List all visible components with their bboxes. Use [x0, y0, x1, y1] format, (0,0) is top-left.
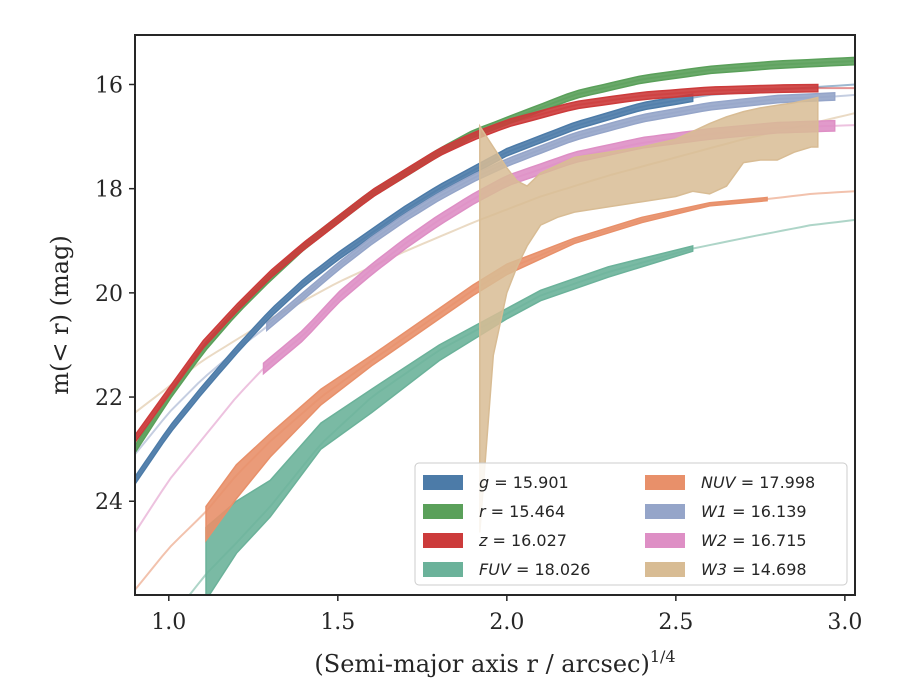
- legend-label-w2: W2 = 16.715: [701, 531, 807, 550]
- y-tick-label: 20: [95, 282, 123, 307]
- x-axis-label: (Semi-major axis r / arcsec)1/4: [314, 647, 675, 678]
- legend-box: [414, 462, 848, 586]
- x-tick-label: 1.5: [320, 610, 355, 635]
- series-w1-measured-band: [266, 92, 836, 333]
- x-tick-label: 1.0: [151, 610, 186, 635]
- series-fuv-measured-band: [205, 245, 694, 595]
- legend-swatch-w3: [645, 562, 685, 577]
- x-axis: 1.0 1.5 2.0 2.5 3.0: [151, 595, 862, 635]
- legend-label-w1: W1 = 16.139: [701, 502, 807, 521]
- legend-swatch-fuv: [423, 562, 463, 577]
- legend-swatch-w2: [645, 533, 685, 548]
- legend-swatch-nuv: [645, 475, 685, 490]
- legend-swatch-r: [423, 504, 463, 519]
- y-tick-label: 22: [95, 386, 123, 411]
- y-tick-label: 24: [95, 490, 123, 515]
- legend-swatch-g: [423, 475, 463, 490]
- y-axis-label: m(< r) (mag): [46, 235, 74, 394]
- legend: g = 15.901 r = 15.464 z = 16.027 FUV = 18.0…: [414, 462, 848, 586]
- y-tick-label: 16: [95, 73, 123, 98]
- x-tick-label: 2.0: [489, 610, 524, 635]
- series-g-measured-band: [135, 93, 694, 486]
- series-w3-measured-band: [479, 96, 819, 533]
- legend-label-g: g = 15.901: [479, 473, 569, 492]
- legend-label-r: r = 15.464: [479, 502, 565, 521]
- legend-label-w3: W3 = 14.698: [701, 560, 807, 579]
- series-z-measured-band: [135, 83, 819, 444]
- series-nuv-measured-band: [205, 196, 768, 543]
- plot-area: [135, 56, 855, 595]
- legend-label-fuv: FUV = 18.026: [479, 560, 590, 579]
- axes-frame: [134, 34, 856, 596]
- x-tick-label: 2.5: [658, 610, 693, 635]
- legend-swatch-w1: [645, 504, 685, 519]
- y-axis: 16 18 20 22 24: [95, 73, 135, 515]
- y-tick-label: 18: [95, 178, 123, 203]
- legend-label-nuv: NUV = 17.998: [701, 473, 815, 492]
- x-tick-label: 3.0: [827, 610, 862, 635]
- legend-swatch-z: [423, 533, 463, 548]
- legend-label-z: z = 16.027: [478, 531, 567, 550]
